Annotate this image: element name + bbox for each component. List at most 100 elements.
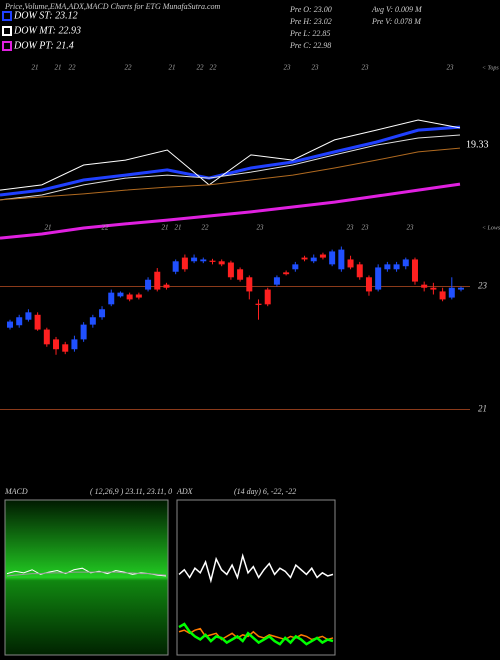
legend-label: DOW PT: 21.4 — [13, 40, 74, 51]
macd-panel — [4, 499, 169, 656]
y-tick-label: 23 — [478, 281, 488, 291]
stat: Pre H: 23.02 — [289, 17, 332, 26]
candle-body — [292, 264, 299, 270]
marker-label: < Tops — [482, 65, 499, 71]
candle-body — [71, 339, 78, 350]
candle-body — [53, 339, 60, 350]
candle-body — [310, 257, 317, 262]
series-line — [6, 571, 167, 577]
candle-body — [393, 264, 400, 270]
candle-body — [163, 284, 170, 288]
legend-box — [2, 11, 12, 21]
day-label: 23 — [407, 224, 415, 232]
candle-body — [172, 261, 179, 272]
adx-panel — [176, 499, 336, 656]
candle-body — [7, 321, 13, 328]
candle-body — [89, 317, 96, 325]
candle-body — [365, 277, 372, 292]
day-label: 22 — [197, 64, 205, 72]
candle-body — [16, 317, 23, 326]
y-tick-label: 19.33 — [466, 139, 489, 150]
panel-title: MACD — [4, 487, 28, 496]
day-label: 22 — [125, 64, 133, 72]
panel-subtitle: ( 12,26,9 ) 23.11, 23.11, 0 — [90, 487, 172, 496]
candle-body — [191, 257, 198, 262]
legend-box — [2, 26, 12, 36]
day-label: 23 — [362, 224, 370, 232]
candle-body — [108, 292, 115, 305]
day-label: 23 — [347, 224, 355, 232]
day-label: 21 — [45, 224, 52, 232]
candle-body — [329, 251, 336, 265]
candle-body — [347, 259, 354, 268]
series-line — [0, 134, 461, 201]
day-label: 21 — [175, 224, 182, 232]
day-label: 23 — [284, 64, 292, 72]
series-line — [0, 147, 461, 201]
stat: Pre V: 0.078 M — [371, 17, 422, 26]
candle-body — [237, 269, 244, 280]
day-label: 21 — [55, 64, 62, 72]
candle-body — [319, 254, 326, 258]
candle-body — [43, 329, 50, 345]
stat: Avg V: 0.009 M — [371, 5, 423, 14]
candle-body — [117, 292, 124, 297]
day-label: 21 — [162, 224, 169, 232]
series-line — [178, 622, 334, 646]
day-label: 22 — [102, 224, 110, 232]
day-label: 23 — [447, 64, 455, 72]
candle-body — [384, 264, 391, 270]
day-label: 21 — [32, 64, 39, 72]
candle-body — [209, 260, 216, 262]
legend-label: DOW MT: 22.93 — [13, 25, 81, 36]
series-line — [0, 119, 461, 191]
candle-body — [246, 277, 253, 292]
series-line — [178, 552, 334, 584]
candle-body — [273, 277, 280, 285]
candle-body — [255, 303, 262, 305]
candle-body — [264, 289, 271, 305]
y-tick-label: 21 — [478, 404, 487, 414]
candle-body — [135, 294, 142, 298]
chart-title: Price,Volume,EMA,ADX,MACD Charts for ETG… — [4, 2, 221, 11]
candle-body — [283, 272, 290, 275]
candle-body — [430, 287, 437, 290]
candle-body — [356, 264, 363, 278]
candle-body — [154, 271, 161, 290]
candle-body — [338, 249, 345, 270]
marker-label: < Lows — [482, 225, 500, 231]
panel-title: ADX — [176, 487, 194, 496]
candle-body — [411, 259, 418, 282]
candle-body — [402, 259, 409, 267]
stat: Pre C: 22.98 — [289, 41, 331, 50]
candle-body — [99, 309, 106, 318]
candle-body — [375, 267, 382, 290]
stat: Pre O: 23.00 — [289, 5, 332, 14]
candle-body — [421, 284, 428, 288]
candle-body — [458, 287, 464, 290]
candle-body — [126, 294, 133, 300]
day-label: 23 — [362, 64, 370, 72]
day-label: 21 — [169, 64, 176, 72]
candle-body — [181, 257, 188, 270]
series-line — [0, 125, 461, 197]
day-label: 22 — [202, 224, 210, 232]
candle-body — [25, 312, 32, 320]
day-label: 23 — [257, 224, 265, 232]
day-label: 22 — [210, 64, 218, 72]
candle-body — [62, 344, 69, 352]
candle-body — [439, 291, 446, 300]
candle-body — [200, 259, 207, 262]
day-label: 23 — [312, 64, 320, 72]
candle-body — [218, 261, 225, 265]
candle-body — [34, 314, 41, 330]
legend-label: DOW ST: 23.12 — [13, 10, 78, 21]
candle-body — [80, 324, 87, 340]
series-line — [0, 182, 461, 240]
candle-body — [145, 279, 152, 290]
candle-body — [448, 287, 455, 298]
panel-subtitle: (14 day) 6, -22, -22 — [234, 487, 296, 496]
candle-body — [227, 262, 234, 278]
